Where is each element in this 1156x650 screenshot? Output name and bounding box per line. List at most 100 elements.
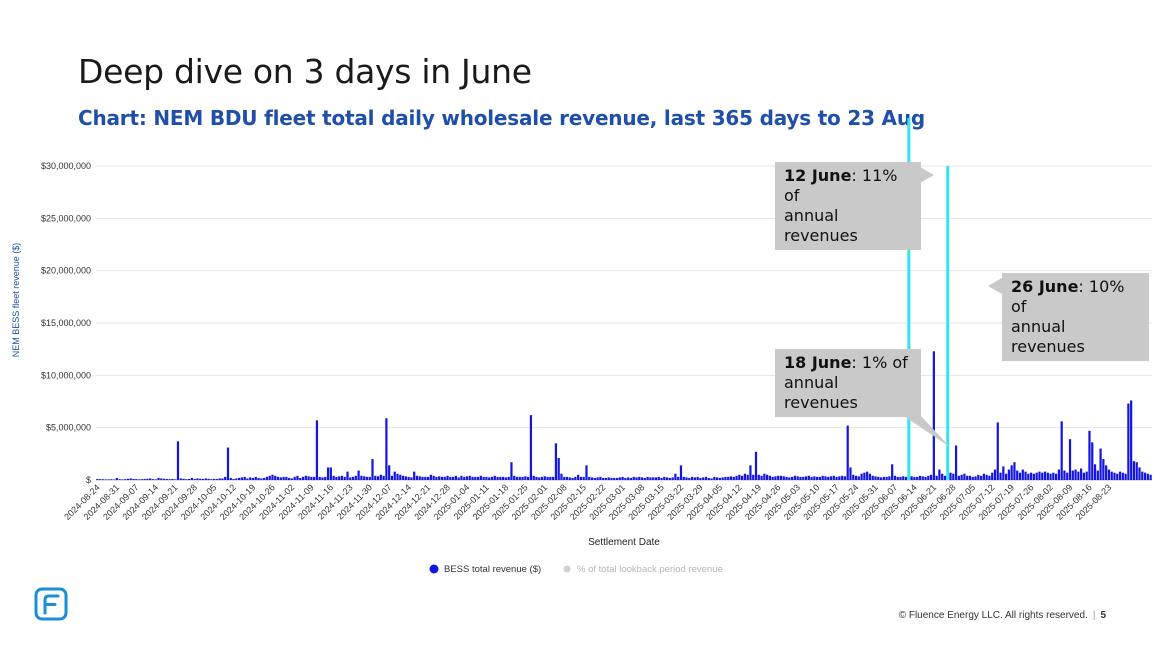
fluence-logo-icon (34, 587, 68, 621)
bar (966, 475, 969, 480)
bar (846, 425, 849, 480)
bar (916, 476, 919, 480)
bar (860, 473, 863, 480)
bar (449, 476, 452, 480)
bar-layer (96, 351, 1152, 480)
bar (804, 476, 808, 480)
bar (824, 476, 827, 480)
bar (724, 476, 727, 480)
bar (649, 477, 652, 480)
bar (379, 474, 382, 480)
bar (485, 476, 488, 480)
bar (813, 476, 816, 480)
bar (446, 475, 449, 480)
bar (729, 476, 733, 480)
bar (960, 474, 963, 480)
bar (226, 447, 230, 480)
bar (1135, 462, 1138, 480)
bar (290, 478, 294, 480)
bar (563, 476, 566, 480)
bar (124, 479, 127, 480)
bar (357, 470, 360, 480)
bar (190, 477, 193, 480)
bar (1143, 472, 1147, 480)
bar (129, 478, 132, 480)
bar (1082, 472, 1086, 480)
bar (582, 476, 585, 480)
bar (799, 476, 802, 480)
bar (588, 476, 591, 480)
bar (443, 476, 446, 480)
bar (104, 479, 107, 480)
bar (1030, 472, 1033, 480)
bar (115, 477, 118, 480)
bar (707, 477, 710, 480)
bar (240, 477, 244, 480)
bar (101, 479, 105, 480)
bar (324, 476, 327, 480)
y-tick-label: $30,000,000 (41, 161, 91, 171)
highlight-layer (907, 118, 950, 480)
bar (132, 478, 135, 480)
bar (879, 477, 883, 480)
bar (413, 471, 416, 480)
bar (1127, 403, 1130, 480)
bar (988, 475, 991, 480)
bar (852, 474, 855, 480)
bar (396, 473, 399, 480)
bar (643, 477, 646, 480)
bar (454, 475, 457, 480)
bar (1004, 473, 1008, 480)
bar (199, 478, 202, 480)
bar (363, 476, 366, 480)
bar (904, 476, 908, 480)
bar (187, 478, 191, 480)
bar (604, 477, 608, 480)
bar (899, 476, 902, 480)
bar (260, 478, 263, 480)
bar (1099, 448, 1102, 480)
bar (390, 475, 394, 480)
bar (313, 476, 316, 480)
bar (460, 475, 463, 480)
bar (782, 476, 785, 480)
bar (1032, 473, 1036, 480)
bar (424, 476, 427, 480)
bar (785, 476, 788, 480)
bar (1027, 473, 1030, 480)
bar (1049, 473, 1052, 480)
bar (754, 451, 758, 480)
bar (554, 443, 558, 480)
bar (1110, 471, 1113, 480)
bar (376, 476, 380, 480)
bar (1038, 471, 1041, 480)
bar (432, 475, 435, 480)
bar (1149, 474, 1152, 480)
bar (560, 473, 563, 480)
bar (935, 475, 938, 480)
bar (243, 476, 246, 480)
bar (499, 476, 502, 480)
bar (338, 476, 341, 480)
bar (151, 479, 155, 480)
bar (263, 477, 266, 480)
bar (146, 478, 149, 480)
bar (154, 479, 157, 480)
y-tick-label: $20,000,000 (41, 266, 91, 276)
bar (318, 476, 321, 480)
bar (340, 475, 344, 480)
bar (1035, 472, 1038, 480)
bar (882, 476, 885, 480)
bar (768, 475, 772, 480)
bar (665, 477, 669, 480)
bar (246, 478, 249, 480)
bar (168, 479, 171, 480)
bar (201, 478, 205, 480)
bar (793, 475, 797, 480)
bar (140, 479, 143, 480)
bar (229, 477, 232, 480)
bar (496, 476, 499, 480)
bar (885, 476, 888, 480)
bar (1116, 473, 1119, 480)
bar (1093, 464, 1097, 480)
